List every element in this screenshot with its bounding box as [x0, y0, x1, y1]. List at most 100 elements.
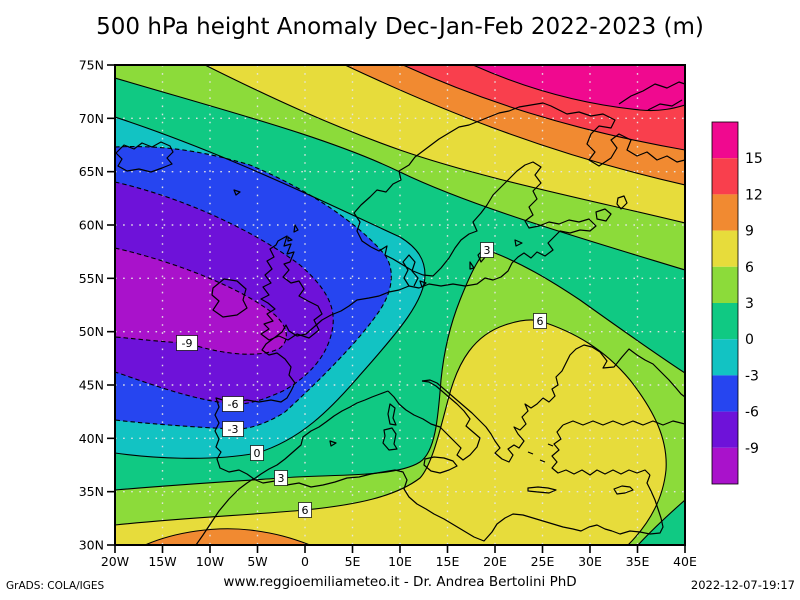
contour-m6 [115, 181, 334, 405]
colorbar-segment [712, 375, 738, 412]
colorbar-segment [712, 230, 738, 267]
contour-labels: -9 -6 -3 0 3 6 3 6 [176, 242, 547, 518]
lon-axis: 20W 15W 10W 5W 0 5E 10E 15E 20E 25E 30E 35E 40E [101, 545, 697, 569]
coast-turkey-west-south [551, 424, 651, 476]
lake-ladoga [595, 208, 612, 222]
lat-tick-label: 65N [79, 164, 104, 179]
contour-label: 0 [254, 447, 261, 460]
lake-onega [616, 195, 628, 210]
coast-orkney [287, 236, 293, 242]
contour-label-box [298, 502, 312, 518]
coast-cyprus [613, 485, 634, 495]
coast-north-africa [195, 469, 613, 545]
coast-levant [611, 474, 664, 535]
coast-britain [260, 235, 323, 341]
source-credit: www.reggioemiliameteo.it - Dr. Andrea Be… [223, 574, 577, 590]
colorbar-value: 0 [745, 332, 754, 348]
contour-label-box [222, 421, 244, 437]
coast-oland [469, 261, 475, 270]
contour-m9 [115, 247, 287, 355]
lat-tick-label: 60N [79, 218, 104, 233]
contour-label-box [533, 313, 547, 329]
colorbar-border [711, 121, 739, 485]
band-purple-core [115, 248, 287, 355]
lat-tick-label: 35N [79, 484, 104, 499]
colorbar-segment [712, 158, 738, 195]
lon-tick-label: 15E [436, 554, 460, 569]
colorbar-segment [712, 447, 738, 484]
contour-label: 6 [537, 315, 544, 328]
lon-tick-label: 25E [531, 554, 555, 569]
coast-shetland [293, 224, 299, 233]
contour-p9-upper [344, 65, 685, 186]
coast-ireland [211, 278, 248, 318]
coast-danish-isles [419, 280, 427, 288]
coast-corsica [387, 403, 397, 426]
colorbar-value: -6 [745, 405, 759, 421]
contour-label-box [480, 242, 494, 258]
colorbar-segment [712, 194, 738, 231]
coast-turkey-north [562, 420, 685, 426]
coast-italy [387, 380, 481, 461]
colorbar-segment [712, 411, 738, 448]
contour-label: -9 [182, 337, 193, 350]
contour-p12 [402, 65, 685, 151]
contour-p9-south [144, 528, 311, 545]
colorbar-segment [712, 266, 738, 303]
colorbar-legend: 15 12 9 6 3 0 -3 -6 -9 [711, 121, 763, 485]
contour-label: 3 [278, 472, 285, 485]
coast-aegean-isles [527, 443, 554, 463]
contour-p3-upper [115, 77, 685, 271]
colorbar-segment [712, 339, 738, 376]
contour-label-box [250, 445, 264, 461]
coast-crete [527, 486, 557, 494]
lon-tick-label: 15W [148, 554, 176, 569]
lat-tick-label: 75N [79, 58, 104, 73]
contour-label: 3 [484, 244, 491, 257]
colorbar-segment [712, 303, 738, 340]
colorbar-value: 15 [745, 151, 763, 167]
contour-zero [115, 116, 426, 459]
contour-label: 6 [302, 504, 309, 517]
lon-tick-label: 5W [247, 554, 267, 569]
grads-credit: GrADS: COLA/IGES [6, 580, 105, 592]
coast-baltic [370, 161, 597, 289]
coast-sardinia [382, 427, 398, 451]
coast-balkans-blacksea [421, 344, 685, 463]
timestamp: 2022-12-07-19:17 [690, 578, 795, 592]
coast-iceland [115, 141, 174, 173]
colorbar-value: -9 [745, 441, 759, 457]
contour-label-box [222, 396, 244, 412]
colorbar-value: 6 [745, 260, 754, 276]
lat-tick-label: 50N [79, 324, 104, 339]
contour-p3-se-corner [637, 499, 685, 545]
lon-tick-label: 35E [626, 554, 650, 569]
coast-novaya-zemlya [618, 81, 685, 105]
contour-band-fills [115, 65, 685, 545]
lat-tick-label: 45N [79, 378, 104, 393]
contour-label: -3 [228, 423, 239, 436]
lon-tick-label: 5E [345, 554, 361, 569]
lon-tick-label: 10E [388, 554, 412, 569]
colorbar-value: 12 [745, 187, 763, 203]
lat-tick-label: 55N [79, 271, 104, 286]
coast-sicily [423, 456, 458, 474]
colorbar-segment [712, 122, 738, 159]
coast-novaya-zemlya-2 [647, 99, 683, 111]
lon-tick-label: 20E [483, 554, 507, 569]
lat-tick-label: 40N [79, 431, 104, 446]
lon-tick-label: 0 [301, 554, 309, 569]
lon-tick-label: 10W [196, 554, 224, 569]
coast-mallorca [329, 440, 337, 447]
coast-norway-arctic [353, 102, 685, 248]
coast-saaremaa [514, 239, 523, 247]
band-magenta-ne [473, 65, 685, 111]
lat-tick-label: 30N [79, 538, 104, 553]
lon-tick-label: 20W [101, 554, 129, 569]
coast-faroe [233, 189, 241, 196]
colorbar-value: 3 [745, 296, 754, 312]
colorbar-value: -3 [745, 368, 759, 384]
contour-label-box [274, 470, 288, 486]
